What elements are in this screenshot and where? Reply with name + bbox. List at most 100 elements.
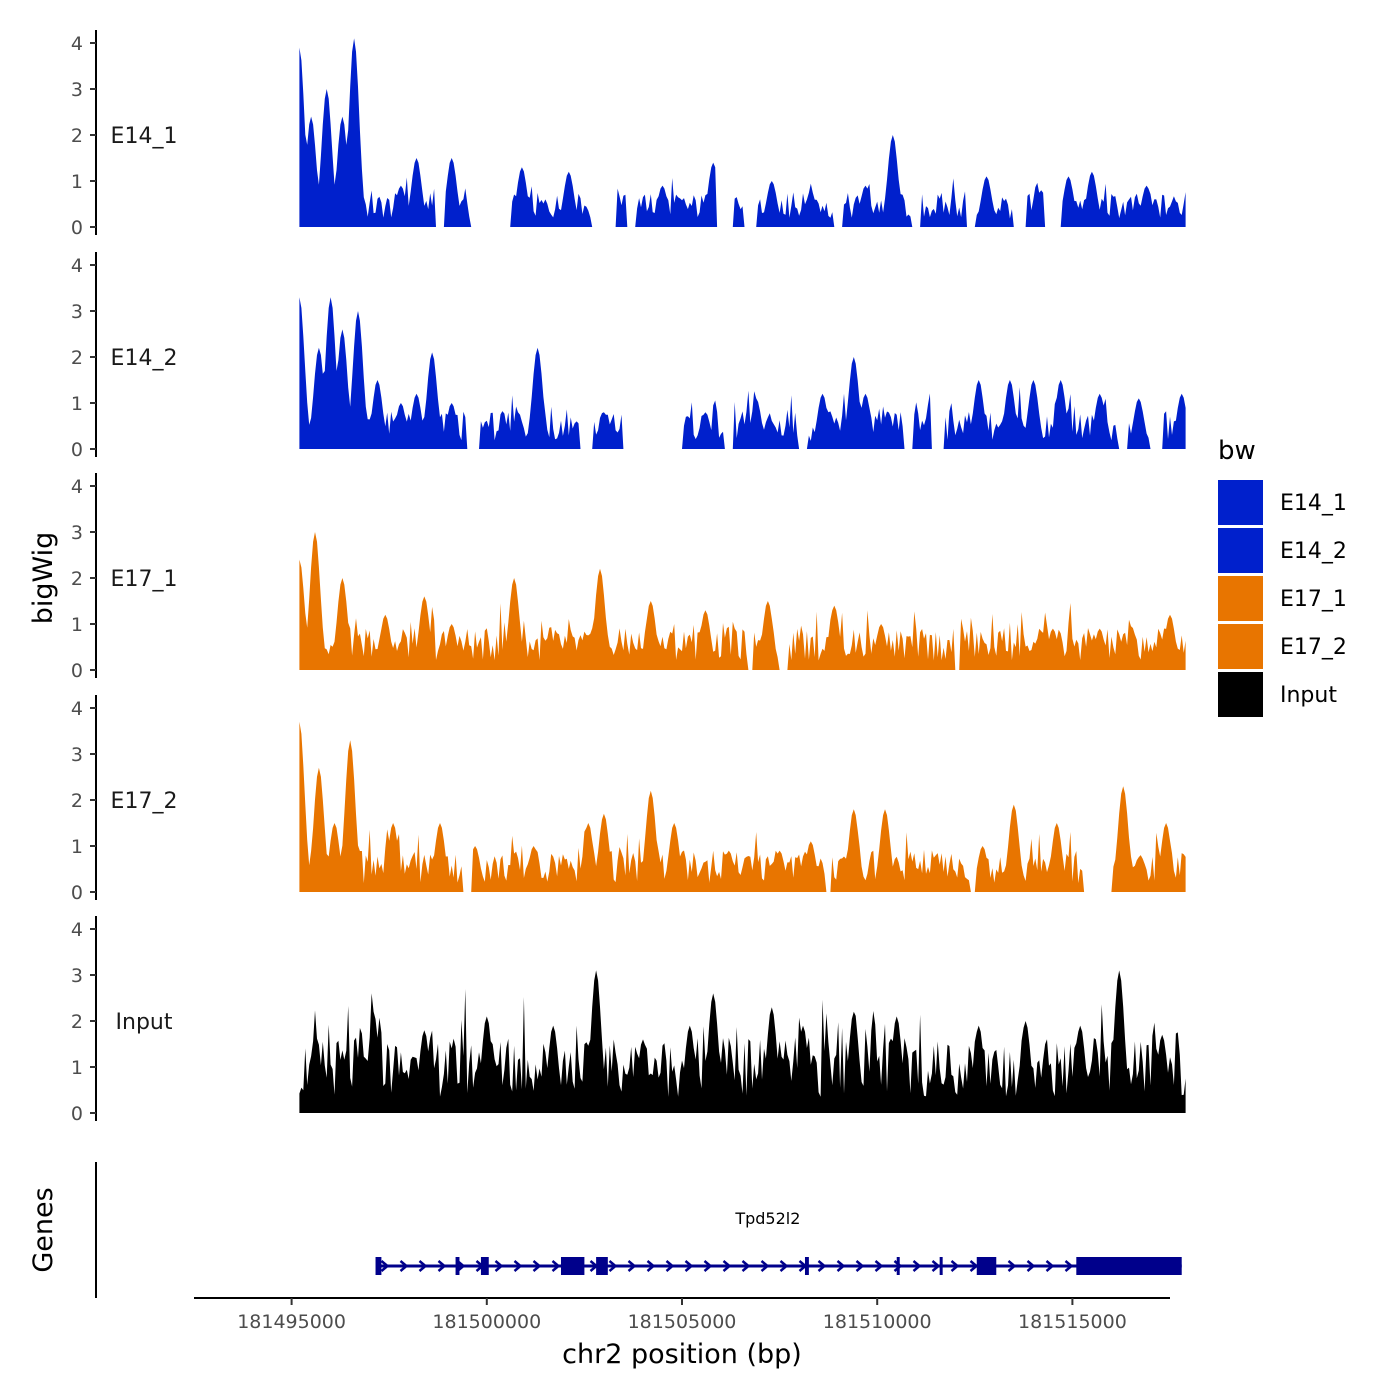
track-label: E14_2 <box>111 346 178 371</box>
genes-axis-title: Genes <box>28 1187 59 1272</box>
coverage-area-E17_1 <box>299 532 1186 670</box>
gene-exon <box>804 1257 809 1275</box>
strand-arrow <box>817 1260 827 1272</box>
strand-arrow <box>418 1260 428 1272</box>
track-label: E14_1 <box>111 124 178 149</box>
strand-arrow <box>551 1260 561 1272</box>
strand-arrow <box>836 1260 846 1272</box>
x-tick-label: 181500000 <box>432 1311 541 1333</box>
gene-model <box>375 1257 1182 1275</box>
y-tick-label: 1 <box>71 614 83 636</box>
strand-arrow <box>399 1260 409 1272</box>
legend-label-E17_2: E17_2 <box>1280 635 1347 660</box>
gene-exon <box>976 1257 997 1275</box>
coverage-area-Input <box>299 970 1186 1113</box>
track-E17_1: 0 1 2 3 4 E17_1 <box>71 473 1186 682</box>
y-tick-label: 3 <box>71 301 83 323</box>
track-label: E17_1 <box>111 567 178 592</box>
track-E17_2: 0 1 2 3 4 E17_2 <box>71 695 1186 904</box>
gene-exon <box>375 1257 382 1275</box>
strand-arrow <box>1007 1260 1017 1272</box>
legend-label-Input: Input <box>1280 683 1337 708</box>
strand-arrow <box>608 1260 618 1272</box>
gene-exon <box>1076 1257 1182 1275</box>
strand-arrow <box>931 1260 941 1272</box>
strand-arrow <box>456 1260 466 1272</box>
y-tick-label: 3 <box>71 744 83 766</box>
strand-arrow <box>380 1260 390 1272</box>
y-tick-label: 2 <box>71 1011 83 1033</box>
y-tick-label: 4 <box>71 698 83 720</box>
strand-arrow <box>741 1260 751 1272</box>
x-tick-label: 181505000 <box>628 1311 737 1333</box>
y-tick-label: 0 <box>71 660 83 682</box>
legend-swatch-E14_1 <box>1218 480 1263 525</box>
coverage-area-E17_2 <box>299 721 1186 892</box>
gene-exon <box>596 1257 608 1275</box>
legend-label-E14_2: E14_2 <box>1280 539 1347 564</box>
legend-label-E17_1: E17_1 <box>1280 587 1347 612</box>
y-tick-label: 4 <box>71 255 83 277</box>
y-tick-label: 1 <box>71 836 83 858</box>
strand-arrow <box>437 1260 447 1272</box>
strand-arrow <box>513 1260 523 1272</box>
x-axis: 181495000 181500000 181505000 181510000 1815… <box>194 1297 1170 1333</box>
legend-title: bw <box>1218 436 1256 466</box>
strand-arrow <box>1026 1260 1036 1272</box>
genes-panel: Genes Tpd52l2 <box>28 1162 1182 1298</box>
strand-arrow <box>969 1260 979 1272</box>
track-label: E17_2 <box>111 789 178 814</box>
coverage-area-E14_2 <box>299 297 1186 449</box>
y-tick-label: 4 <box>71 476 83 498</box>
strand-arrow <box>532 1260 542 1272</box>
gene-label: Tpd52l2 <box>734 1209 800 1228</box>
strand-arrow <box>874 1260 884 1272</box>
strand-arrow <box>722 1260 732 1272</box>
strand-arrow <box>665 1260 675 1272</box>
y-tick-label: 2 <box>71 125 83 147</box>
strand-arrow <box>494 1260 504 1272</box>
strand-arrow <box>703 1260 713 1272</box>
legend-swatch-Input <box>1218 672 1263 717</box>
track-Input: 0 1 2 3 4 Input <box>71 916 1186 1125</box>
y-tick-label: 0 <box>71 1103 83 1125</box>
y-tick-label: 3 <box>71 965 83 987</box>
gene-exon <box>560 1257 585 1275</box>
legend-swatch-E14_2 <box>1218 528 1263 573</box>
strand-arrow <box>912 1260 922 1272</box>
strand-arrow <box>855 1260 865 1272</box>
x-axis-title: chr2 position (bp) <box>562 1339 802 1370</box>
gene-exon <box>939 1257 943 1275</box>
legend-swatch-E17_1 <box>1218 576 1263 621</box>
strand-arrow <box>684 1260 694 1272</box>
y-tick-label: 0 <box>71 217 83 239</box>
track-E14_2: 0 1 2 3 4 E14_2 <box>71 252 1186 461</box>
strand-arrow <box>646 1260 656 1272</box>
y-tick-label: 4 <box>71 919 83 941</box>
strand-arrow <box>1045 1260 1055 1272</box>
y-axis-title: bigWig <box>28 532 59 625</box>
gene-exon <box>896 1257 900 1275</box>
x-tick-label: 181495000 <box>237 1311 346 1333</box>
y-tick-label: 4 <box>71 33 83 55</box>
gene-exon <box>480 1257 489 1275</box>
strand-arrow <box>950 1260 960 1272</box>
coverage-area-E14_1 <box>299 38 1186 228</box>
y-tick-label: 2 <box>71 568 83 590</box>
strand-arrow <box>893 1260 903 1272</box>
strand-arrow <box>627 1260 637 1272</box>
y-tick-label: 3 <box>71 79 83 101</box>
x-tick-label: 181515000 <box>1018 1311 1127 1333</box>
strand-arrow <box>760 1260 770 1272</box>
gene-exon <box>455 1257 460 1275</box>
legend-swatch-E17_2 <box>1218 624 1263 669</box>
x-tick-label: 181510000 <box>823 1311 932 1333</box>
y-tick-label: 1 <box>71 1057 83 1079</box>
strand-arrow <box>779 1260 789 1272</box>
y-tick-label: 1 <box>71 171 83 193</box>
legend-label-E14_1: E14_1 <box>1280 491 1347 516</box>
y-tick-label: 3 <box>71 522 83 544</box>
track-E14_1: 0 1 2 3 4 E14_1 <box>71 30 1186 239</box>
y-tick-label: 0 <box>71 882 83 904</box>
